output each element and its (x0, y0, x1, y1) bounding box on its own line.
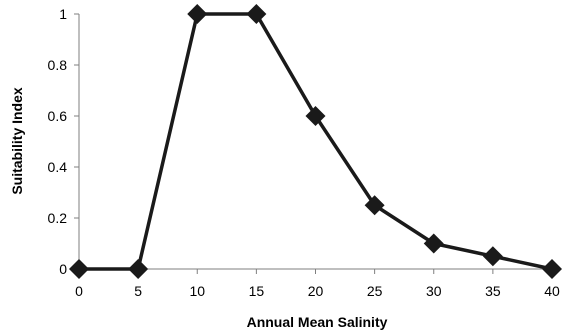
x-tick-label: 5 (134, 283, 142, 299)
data-point-marker (246, 4, 267, 24)
x-axis-ticks (78, 269, 553, 274)
data-point-marker (187, 4, 208, 24)
x-tick-label: 35 (485, 283, 501, 299)
x-tick-label: 25 (367, 283, 383, 299)
y-tick-label: 0 (59, 261, 67, 277)
data-point-marker (542, 259, 562, 279)
y-tick-label: 1 (59, 6, 67, 22)
data-point-marker (364, 195, 385, 216)
x-tick-label: 30 (426, 283, 442, 299)
x-axis-title: Annual Mean Salinity (247, 314, 388, 330)
x-tick-label: 0 (75, 283, 83, 299)
series-line (79, 12, 553, 271)
y-axis-tick-labels: 0 0.2 0.4 0.6 0.8 1 (48, 6, 68, 277)
x-tick-label: 15 (249, 283, 265, 299)
series-layer (69, 4, 562, 279)
plot-area: 0 0.2 0.4 0.6 0.8 1 0 5 10 15 20 25 30 35 40 (48, 4, 562, 299)
y-axis-ticks (74, 13, 79, 270)
y-tick-label: 0.8 (48, 57, 68, 73)
data-point-marker (305, 106, 326, 126)
data-point-marker (423, 233, 444, 254)
y-tick-label: 0.2 (48, 210, 68, 226)
data-point-marker (482, 246, 503, 267)
x-tick-label: 10 (189, 283, 205, 299)
x-axis-tick-labels: 0 5 10 15 20 25 30 35 40 (75, 283, 560, 299)
data-point-marker (128, 259, 149, 279)
y-tick-label: 0.4 (48, 159, 68, 175)
x-tick-label: 40 (544, 283, 560, 299)
y-axis-title: Suitability Index (9, 87, 25, 195)
y-tick-label: 0.6 (48, 108, 68, 124)
data-point-marker (69, 259, 89, 279)
x-tick-label: 20 (308, 283, 324, 299)
